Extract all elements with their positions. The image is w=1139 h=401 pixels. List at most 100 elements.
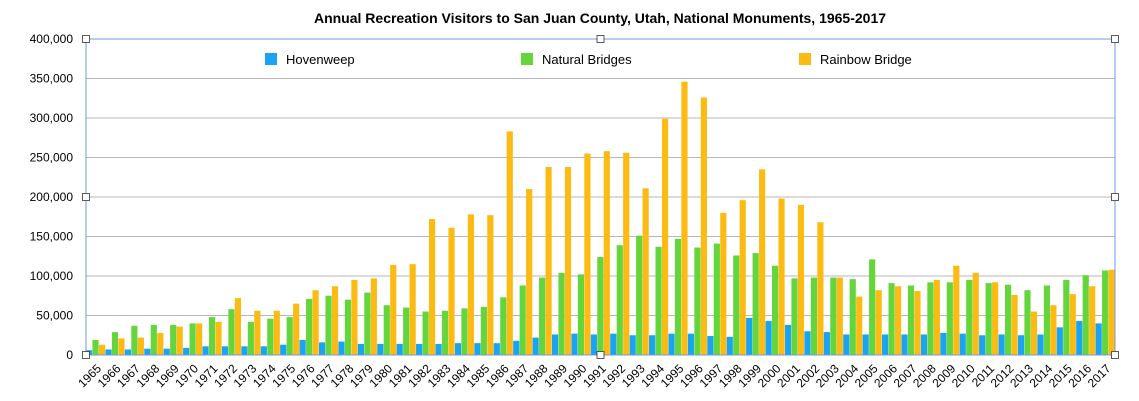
bar-natural-bridges [344,299,352,355]
bar-natural-bridges [946,282,953,355]
bar-natural-bridges [500,297,507,355]
bar-rainbow-bridge [487,215,494,355]
bar-rainbow-bridge [778,198,785,355]
bar-hovenweep [979,335,986,355]
bar-rainbow-bridge [1108,269,1115,355]
legend-swatch [799,53,811,65]
bar-natural-bridges [810,277,818,355]
bar-natural-bridges [92,339,99,355]
y-tick-label: 150,000 [30,230,74,244]
bar-natural-bridges [480,306,487,355]
bar-natural-bridges [830,277,837,355]
bar-hovenweep [221,346,229,355]
resize-handle[interactable] [1111,35,1119,43]
bar-hovenweep [163,348,170,355]
bar-natural-bridges [539,277,546,355]
bar-rainbow-bridge [254,310,261,355]
bar-hovenweep [1076,321,1083,355]
bar-hovenweep [493,343,500,355]
bar-hovenweep [416,343,423,355]
bar-rainbow-bridge [370,278,377,355]
y-axis: 0 50,000 100,000 150,000 200,000 250,000 300,0… [30,32,74,362]
bar-hovenweep [183,347,190,355]
bar-rainbow-bridge [720,212,727,355]
bar-hovenweep [668,333,675,355]
x-tick-label: 2017 [1085,361,1114,390]
bar-hovenweep [804,331,811,355]
y-tick-label: 100,000 [30,269,74,283]
bar-rainbow-bridge [914,291,921,355]
bar-natural-bridges [674,238,682,355]
bar-hovenweep [318,342,326,355]
bar-rainbow-bridge [564,166,572,355]
bar-hovenweep [707,336,714,355]
bar-hovenweep [590,334,597,355]
resize-handle[interactable] [1111,193,1119,201]
bar-natural-bridges [383,305,390,355]
bar-natural-bridges [869,259,876,355]
bar-rainbow-bridge [157,332,164,355]
bar-rainbow-bridge [623,152,630,355]
bar-natural-bridges [150,324,157,355]
bar-rainbow-bridge [409,264,416,355]
bar-natural-bridges [772,265,779,355]
bar-rainbow-bridge [894,286,902,355]
bar-hovenweep [396,343,403,355]
bar-natural-bridges [597,257,604,355]
y-tick-label: 250,000 [30,151,74,165]
bar-natural-bridges [636,235,643,355]
bar-rainbow-bridge [953,265,960,355]
legend-swatch [265,53,277,65]
bar-hovenweep [765,321,772,355]
bar-hovenweep [435,343,442,355]
resize-handle[interactable] [82,35,90,43]
bar-natural-bridges [558,272,565,355]
bar-natural-bridges [1043,285,1050,355]
resize-handle[interactable] [82,351,90,359]
bar-rainbow-bridge [584,153,591,355]
bar-hovenweep [338,341,345,355]
bar-rainbow-bridge [1050,305,1057,355]
bar-natural-bridges [888,283,895,355]
bar-natural-bridges [189,323,196,355]
bar-rainbow-bridge [1030,311,1038,355]
legend-label: Rainbow Bridge [820,52,912,67]
bar-hovenweep [882,334,889,355]
bar-natural-bridges [247,321,254,355]
resize-handle[interactable] [596,35,605,43]
bar-hovenweep [260,346,267,355]
resize-handle[interactable] [1111,351,1119,359]
bar-natural-bridges [519,285,526,355]
bar-rainbow-bridge [1011,294,1018,355]
bar-natural-bridges [111,332,119,355]
bar-natural-bridges [441,310,449,355]
bar-hovenweep [629,335,636,355]
bar-rainbow-bridge [448,227,455,355]
bar-natural-bridges [985,283,992,355]
bar-rainbow-bridge [293,303,300,355]
bar-hovenweep [105,349,112,355]
bar-natural-bridges [208,317,216,355]
bar-natural-bridges [267,318,274,355]
resize-handle[interactable] [596,351,605,359]
bar-rainbow-bridge [817,222,824,355]
bar-natural-bridges [791,278,798,355]
bar-rainbow-bridge [390,264,397,355]
bar-hovenweep [1037,334,1044,355]
bar-natural-bridges [1063,279,1070,355]
y-tick-label: 300,000 [30,111,74,125]
bar-natural-bridges [131,325,138,355]
bar-natural-bridges [1082,275,1089,355]
selection-frame[interactable] [82,35,1119,359]
bar-rainbow-bridge [972,272,979,355]
bar-hovenweep [746,317,753,355]
bar-hovenweep [843,334,850,355]
bar-hovenweep [1017,335,1025,355]
bar-hovenweep [532,337,539,355]
bar-hovenweep [920,334,928,355]
bar-hovenweep [726,336,733,355]
bar-natural-bridges [364,292,371,355]
resize-handle[interactable] [82,193,90,201]
bar-rainbow-bridge [875,290,882,355]
